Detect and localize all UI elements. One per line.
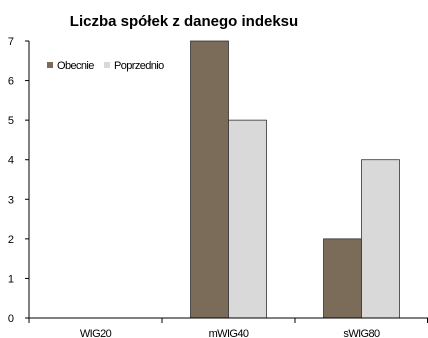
chart-title: Liczba spółek z danego indeksu xyxy=(70,13,298,30)
legend-swatch-obecnie xyxy=(47,62,53,68)
y-tick-label: 5 xyxy=(8,115,14,127)
legend-swatch-poprzednio xyxy=(104,62,110,68)
legend-label-obecnie: Obecnie xyxy=(57,60,94,72)
x-tick-label: mWIG40 xyxy=(209,328,249,338)
legend: Obecnie Poprzednio xyxy=(47,60,165,72)
legend-label-poprzednio: Poprzednio xyxy=(114,60,164,72)
y-tick-label: 2 xyxy=(8,234,14,246)
bar-obecnie-swig80 xyxy=(323,238,362,319)
plot-area: 0 1 2 3 4 5 6 7 WIG20 mWIG40 sWIG80 xyxy=(8,36,428,338)
y-tick-label: 3 xyxy=(8,194,14,206)
bar-poprzednio-swig80 xyxy=(361,159,400,319)
bar-obecnie-mwig40 xyxy=(190,40,229,319)
y-tick-label: 7 xyxy=(8,36,14,48)
y-tick-label: 0 xyxy=(8,313,14,325)
y-tick-label: 6 xyxy=(8,76,14,88)
y-tick-label: 4 xyxy=(8,155,14,167)
y-tick-label: 1 xyxy=(8,273,14,285)
x-tick-label: sWIG80 xyxy=(343,328,380,338)
bar-poprzednio-mwig40 xyxy=(228,119,267,319)
x-tick-label: WIG20 xyxy=(80,328,112,338)
